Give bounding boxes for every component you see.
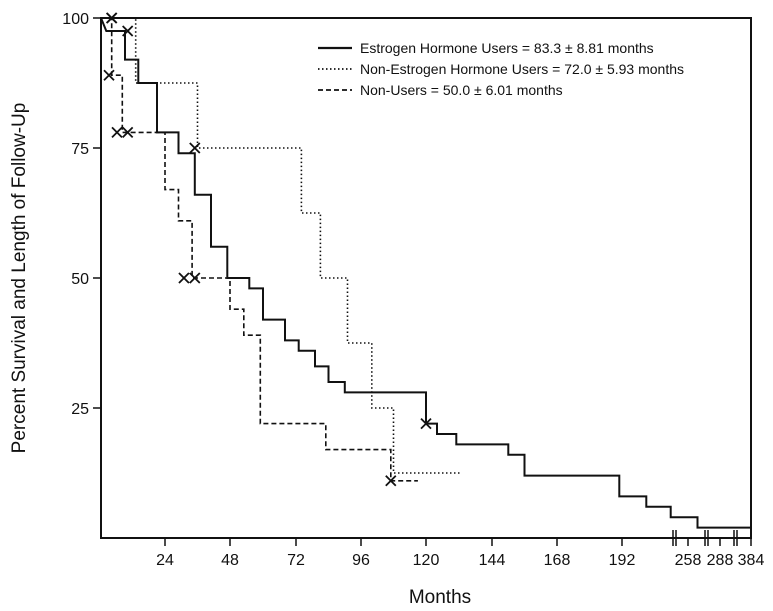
- y-tick-label: 100: [62, 11, 89, 28]
- x-tick-label: 24: [156, 552, 174, 569]
- x-tick-label: 192: [609, 552, 636, 569]
- legend-label: Non-Users = 50.0 ± 6.01 months: [360, 82, 563, 98]
- censor-mark-stroke: [385, 475, 397, 487]
- censor-mark-stroke: [420, 417, 432, 430]
- censor-mark-stroke: [122, 126, 134, 139]
- legend: Estrogen Hormone Users = 83.3 ± 8.81 mon…: [318, 40, 684, 98]
- censor-mark: [122, 25, 134, 37]
- y-tick-label: 75: [71, 141, 89, 158]
- legend-label: Estrogen Hormone Users = 83.3 ± 8.81 mon…: [360, 40, 654, 56]
- censor-mark: [178, 272, 190, 284]
- x-tick-label: 144: [479, 552, 506, 569]
- y-tick-label: 50: [71, 271, 89, 288]
- censor-mark: [189, 272, 201, 284]
- censor-mark: [385, 475, 397, 487]
- censor-mark: [189, 142, 201, 154]
- censor-mark-stroke: [106, 12, 118, 24]
- censor-mark: [111, 126, 123, 139]
- censor-mark-stroke: [189, 272, 201, 284]
- x-tick-label: 384: [738, 552, 765, 569]
- censor-mark: [103, 69, 115, 81]
- censor-mark-stroke: [122, 25, 134, 37]
- series-line-1: [101, 17, 462, 474]
- x-tick-label: 258: [675, 552, 702, 569]
- censor-mark-stroke: [189, 142, 201, 154]
- series-layer: [100, 12, 751, 529]
- censor-mark: [122, 126, 134, 139]
- censor-mark: [106, 12, 118, 24]
- x-tick-label: 48: [221, 552, 239, 569]
- series-line-2: [101, 17, 418, 482]
- y-axis-title: Percent Survival and Length of Follow-Up: [9, 103, 30, 454]
- x-axis-title: Months: [409, 587, 471, 608]
- y-tick-label: 25: [71, 401, 89, 418]
- legend-label: Non-Estrogen Hormone Users = 72.0 ± 5.93…: [360, 61, 684, 77]
- x-tick-label: 168: [544, 552, 571, 569]
- x-tick-label: 120: [413, 552, 440, 569]
- axes: 25 50 75 100 24 48 72 96 120 144 168 192 258 288 384: [62, 11, 764, 569]
- series-line-0: [100, 17, 751, 529]
- censor-mark-stroke: [111, 126, 123, 139]
- x-tick-label: 288: [707, 552, 734, 569]
- x-tick-label: 96: [352, 552, 370, 569]
- censor-mark: [420, 417, 432, 430]
- censor-mark-stroke: [103, 69, 115, 81]
- x-tick-label: 72: [287, 552, 305, 569]
- censor-mark-stroke: [178, 272, 190, 284]
